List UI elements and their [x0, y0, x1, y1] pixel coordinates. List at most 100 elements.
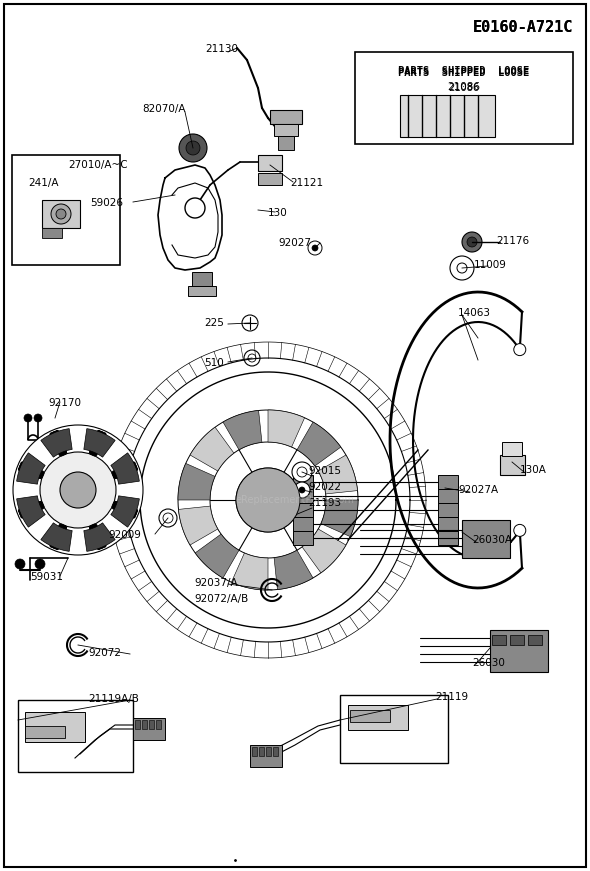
Circle shape	[179, 134, 207, 162]
Bar	[25, 726, 65, 738]
Polygon shape	[302, 529, 346, 573]
Polygon shape	[231, 553, 268, 590]
Text: 130: 130	[268, 208, 288, 218]
Circle shape	[51, 204, 71, 224]
Bar	[502, 442, 522, 456]
Polygon shape	[495, 87, 503, 137]
Text: 26030: 26030	[472, 658, 505, 668]
Circle shape	[467, 237, 477, 247]
Bar	[293, 503, 313, 517]
Bar	[490, 630, 548, 672]
Text: 241/A: 241/A	[28, 178, 58, 188]
Circle shape	[236, 468, 300, 532]
Bar	[25, 712, 85, 742]
Circle shape	[185, 198, 205, 218]
Text: 92027: 92027	[278, 238, 311, 248]
Text: 21086: 21086	[447, 82, 480, 92]
Circle shape	[514, 343, 526, 355]
Bar	[438, 503, 458, 517]
Text: PARTS  SHIPPED  LOOSE: PARTS SHIPPED LOOSE	[398, 66, 530, 76]
Text: 27010/A~C: 27010/A~C	[68, 160, 127, 170]
Circle shape	[294, 482, 310, 498]
Polygon shape	[297, 422, 341, 466]
Text: 21086: 21086	[448, 83, 480, 93]
Circle shape	[34, 414, 42, 422]
Bar	[528, 635, 542, 645]
Polygon shape	[318, 455, 358, 494]
Circle shape	[442, 485, 448, 491]
Text: 130A: 130A	[520, 465, 547, 475]
Bar	[188, 286, 216, 296]
Circle shape	[159, 509, 177, 527]
Bar	[250, 745, 282, 767]
Text: 21193: 21193	[308, 498, 341, 508]
Bar	[293, 489, 313, 503]
Text: eReplacementParts.com: eReplacementParts.com	[235, 495, 355, 505]
Circle shape	[462, 232, 482, 252]
Bar	[192, 272, 212, 286]
Circle shape	[24, 414, 32, 422]
Bar	[12, 155, 120, 265]
Bar	[156, 720, 161, 729]
Bar	[42, 228, 62, 238]
Circle shape	[40, 452, 116, 528]
Bar	[42, 200, 80, 228]
Circle shape	[514, 524, 526, 537]
Bar	[340, 695, 448, 763]
Bar	[133, 718, 165, 740]
Circle shape	[60, 472, 96, 508]
Bar	[438, 489, 458, 503]
Circle shape	[13, 425, 143, 555]
Polygon shape	[400, 87, 503, 95]
Text: 92015: 92015	[308, 466, 341, 476]
Bar	[293, 517, 313, 531]
Text: 510: 510	[204, 358, 224, 368]
Bar	[142, 720, 147, 729]
Bar	[252, 747, 257, 756]
Bar	[259, 747, 264, 756]
Bar	[258, 173, 282, 185]
Circle shape	[299, 487, 305, 493]
Bar	[266, 747, 271, 756]
Text: 14063: 14063	[458, 308, 491, 318]
Circle shape	[439, 482, 451, 494]
Circle shape	[450, 256, 474, 280]
Text: 11009: 11009	[474, 260, 507, 270]
Polygon shape	[41, 429, 72, 457]
Circle shape	[244, 350, 260, 366]
Polygon shape	[17, 496, 45, 527]
Bar	[274, 124, 298, 136]
Polygon shape	[111, 496, 139, 527]
Bar	[462, 520, 510, 558]
Bar	[438, 475, 458, 489]
Polygon shape	[274, 550, 313, 590]
Text: 92170: 92170	[48, 398, 81, 408]
Bar	[350, 710, 390, 722]
Bar	[18, 700, 133, 772]
Text: PARTS  SHIPPED  LOOSE: PARTS SHIPPED LOOSE	[398, 68, 530, 78]
Polygon shape	[41, 523, 72, 551]
Circle shape	[308, 241, 322, 255]
Bar	[400, 95, 495, 137]
Text: 21176: 21176	[496, 236, 529, 246]
Circle shape	[457, 263, 467, 273]
Polygon shape	[179, 506, 218, 545]
Bar	[270, 110, 302, 124]
Bar	[293, 531, 313, 545]
Polygon shape	[190, 427, 234, 471]
Polygon shape	[321, 500, 358, 537]
Text: E0160-A721C: E0160-A721C	[473, 20, 573, 35]
Circle shape	[163, 513, 173, 523]
Circle shape	[35, 559, 45, 569]
Bar	[273, 747, 278, 756]
Polygon shape	[17, 453, 45, 484]
Text: 21119: 21119	[435, 692, 468, 702]
Text: E0160-A721C: E0160-A721C	[473, 20, 573, 35]
Text: 59026: 59026	[90, 198, 123, 208]
Text: 59031: 59031	[30, 572, 63, 582]
Bar	[258, 155, 282, 171]
Bar	[278, 136, 294, 150]
Bar	[135, 720, 140, 729]
Polygon shape	[178, 463, 215, 500]
Polygon shape	[84, 523, 115, 551]
